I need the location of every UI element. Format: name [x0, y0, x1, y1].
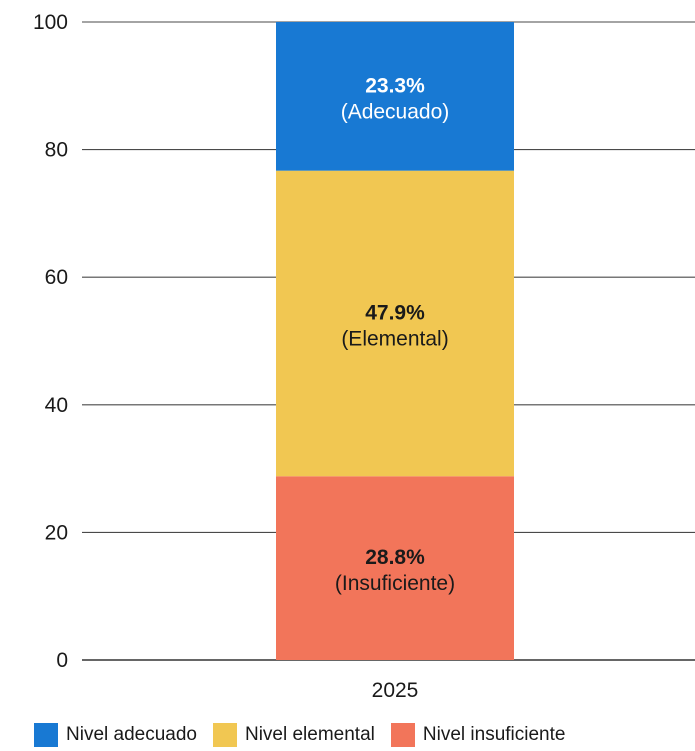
- legend-swatch: [390, 723, 415, 747]
- y-tick-label: 80: [45, 139, 68, 162]
- legend: Nivel adecuado Nivel elemental Nivel ins…: [34, 722, 565, 748]
- legend-swatch: [34, 723, 58, 747]
- data-label-value: 23.3%: [365, 74, 425, 97]
- data-label-category: (Elemental): [341, 327, 448, 350]
- x-axis-ticks: 2025: [372, 679, 419, 702]
- data-label-value: 28.8%: [365, 546, 425, 569]
- bar-labels: 28.8% (Insuficiente) 47.9% (Elemental) 23.3%…: [335, 74, 455, 595]
- legend-item-elemental: Nivel elemental: [212, 723, 375, 747]
- legend-label: Nivel insuficiente: [422, 724, 566, 745]
- legend-label: Nivel adecuado: [66, 724, 197, 745]
- stacked-bar-chart: 0 20 40 60 80 100 28.8% (Insuficiente) 47.9% (El…: [33, 11, 695, 702]
- bar-segment: [276, 170, 514, 477]
- legend-item-insuficiente: Nivel insuficiente: [390, 723, 566, 747]
- bar-segment: [276, 22, 514, 171]
- legend-item-adecuado: Nivel adecuado: [34, 723, 197, 747]
- data-label-category: (Insuficiente): [335, 572, 455, 595]
- y-tick-label: 40: [45, 394, 68, 417]
- bar-segment: [276, 476, 514, 660]
- y-tick-label: 0: [56, 649, 68, 672]
- y-tick-label: 100: [33, 11, 68, 34]
- y-tick-label: 60: [45, 266, 68, 289]
- legend-label: Nivel elemental: [244, 724, 375, 745]
- data-label-value: 47.9%: [365, 301, 425, 324]
- x-tick-label: 2025: [372, 679, 419, 702]
- y-tick-label: 20: [45, 521, 68, 544]
- legend-swatch: [212, 723, 237, 747]
- bars: [276, 22, 514, 660]
- y-axis-ticks: 0 20 40 60 80 100: [33, 11, 68, 672]
- data-label-category: (Adecuado): [341, 100, 450, 123]
